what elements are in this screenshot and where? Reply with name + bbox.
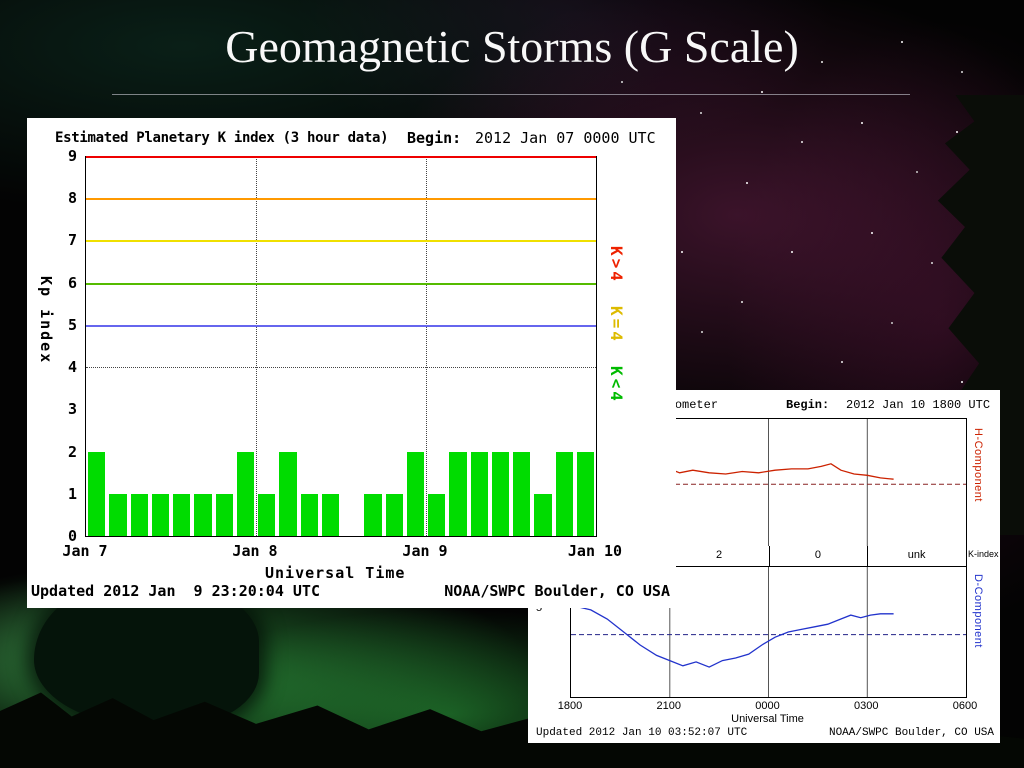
kp-bar bbox=[470, 451, 488, 536]
d-component-line bbox=[574, 605, 894, 668]
kp-bar bbox=[321, 493, 340, 536]
mag-source-text: NOAA/SWPC Boulder, CO USA bbox=[828, 727, 994, 739]
kp-chart-title: Estimated Planetary K index (3 hour data… bbox=[55, 130, 389, 146]
mag-y-tick-label: 5 bbox=[536, 602, 543, 614]
h-component-label: H-Component bbox=[972, 428, 984, 502]
kp-day-gridline bbox=[426, 156, 427, 536]
k-index-caption: K-index bbox=[968, 549, 999, 559]
kp-updated-text: Updated 2012 Jan 9 23:20:04 UTC bbox=[31, 582, 320, 600]
kp-begin-value: 2012 Jan 07 0000 UTC bbox=[475, 129, 656, 147]
kp-threshold-line-k9 bbox=[86, 156, 596, 158]
kp-bar bbox=[258, 493, 276, 536]
kp-bar bbox=[513, 451, 531, 536]
kp-threshold-line-k7 bbox=[86, 240, 596, 243]
k-strip-value: 0 bbox=[814, 549, 821, 561]
kp-y-tick-label: 7 bbox=[67, 231, 77, 250]
kp-bar bbox=[300, 493, 318, 536]
kp-threshold-line-k5 bbox=[86, 324, 596, 327]
k-strip-value: unk bbox=[907, 549, 926, 561]
kp-threshold-line-k8 bbox=[86, 198, 596, 201]
kp-threshold-line-k4 bbox=[86, 367, 596, 369]
kp-bar bbox=[109, 493, 127, 536]
kp-y-tick-label: 3 bbox=[67, 400, 77, 419]
kp-y-tick-label: 1 bbox=[67, 484, 77, 503]
kp-bar bbox=[194, 493, 212, 536]
kp-x-tick-label: Jan 10 bbox=[567, 542, 623, 560]
k-strip-separator bbox=[768, 546, 770, 566]
kp-source-text: NOAA/SWPC Boulder, CO USA bbox=[444, 582, 670, 600]
mag-x-tick-label: 0000 bbox=[755, 700, 780, 712]
slide-title: Geomagnetic Storms (G Scale) bbox=[225, 21, 799, 72]
kp-threshold-line-k6 bbox=[86, 282, 596, 285]
stars bbox=[0, 0, 2, 2]
kp-legend-item: K=4 bbox=[607, 305, 626, 344]
kp-x-tick-label: Jan 7 bbox=[62, 542, 108, 560]
kp-plot-area bbox=[85, 156, 597, 537]
kp-y-tick-label: 2 bbox=[67, 442, 77, 461]
kp-legend: K>4 K=4 K<4 bbox=[607, 246, 626, 404]
kp-legend-item: K>4 bbox=[607, 246, 626, 284]
kp-bar bbox=[534, 493, 552, 536]
mag-x-tick-label: 2100 bbox=[656, 700, 682, 712]
kp-bar bbox=[576, 451, 595, 536]
kp-bar bbox=[151, 493, 170, 536]
d-component-label: D-Component bbox=[972, 574, 984, 648]
kp-bar bbox=[364, 493, 382, 536]
kp-y-axis-label: Kp index bbox=[37, 276, 55, 365]
kp-bar bbox=[385, 493, 403, 536]
mag-updated-text: Updated 2012 Jan 10 03:52:07 UTC bbox=[536, 727, 748, 739]
kp-bar bbox=[215, 493, 233, 536]
k-strip-separator bbox=[867, 546, 869, 566]
mag-begin-value: 2012 Jan 10 1800 UTC bbox=[846, 398, 991, 412]
kp-bar bbox=[449, 451, 467, 536]
kp-x-tick-label: Jan 9 bbox=[402, 542, 448, 560]
kp-y-tick-label: 9 bbox=[67, 147, 77, 165]
kp-bar bbox=[428, 493, 446, 536]
kp-bar bbox=[130, 493, 148, 536]
kp-x-axis-label: Universal Time bbox=[265, 564, 406, 582]
title-underline bbox=[112, 94, 910, 95]
mag-begin-label: Begin: bbox=[786, 398, 830, 412]
kp-bar bbox=[279, 451, 297, 536]
kp-bar bbox=[406, 451, 425, 536]
mag-x-tick-label: 1800 bbox=[557, 700, 583, 712]
kp-bar bbox=[88, 451, 106, 536]
kp-x-tick-label: Jan 8 bbox=[232, 542, 278, 560]
kp-bar bbox=[491, 451, 510, 536]
kp-legend-item: K<4 bbox=[607, 365, 626, 404]
kp-bar bbox=[555, 451, 573, 536]
kp-y-tick-label: 0 bbox=[67, 527, 77, 545]
kp-begin-label: Begin: bbox=[407, 129, 462, 147]
kp-index-chart: Estimated Planetary K index (3 hour data… bbox=[27, 118, 676, 608]
kp-bar bbox=[236, 451, 255, 536]
kp-y-tick-label: 8 bbox=[67, 189, 77, 208]
mag-x-axis-label: Universal Time bbox=[731, 713, 804, 725]
mag-x-tick-label: 0300 bbox=[854, 700, 879, 712]
mag-x-tick-label: 0600 bbox=[952, 700, 978, 712]
kp-bar bbox=[173, 493, 191, 536]
k-strip-value: 2 bbox=[716, 549, 723, 561]
kp-day-gridline bbox=[256, 156, 257, 536]
